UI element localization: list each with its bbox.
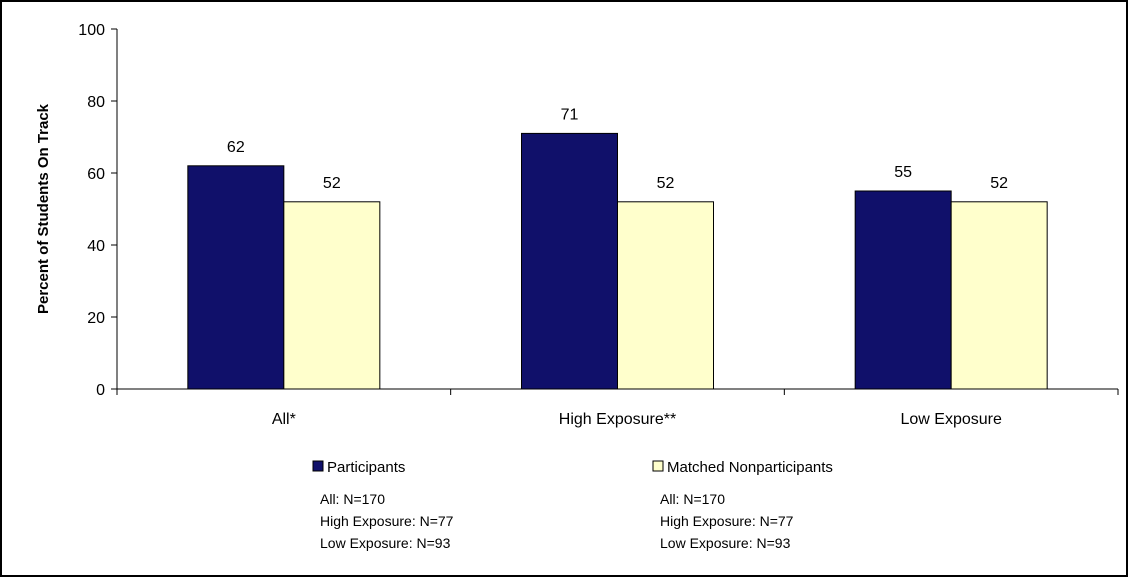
y-tick-label: 40 [87,238,105,255]
legend-note: High Exposure: N=77 [660,513,794,529]
legend-item: Matched Nonparticipants All: N=170 High Ex… [652,459,833,551]
bar-value-label: 52 [657,175,675,192]
y-tick-label: 60 [87,166,105,183]
legend-label: Matched Nonparticipants [667,459,833,476]
bar [521,132,618,390]
bars: 62 52 71 52 55 52 [187,106,1048,390]
y-axis-title: Percent of Students On Track [35,103,52,314]
legend: Participants All: N=170 High Exposure: N=7… [312,459,833,551]
legend-note: High Exposure: N=77 [320,513,454,529]
bar-value-label: 52 [323,175,341,192]
y-tick-label: 100 [78,22,105,39]
x-tick-label: All* [272,411,296,428]
y-tick-label: 80 [87,94,105,111]
bar [187,165,285,390]
legend-note: Low Exposure: N=93 [320,535,451,551]
legend-note: Low Exposure: N=93 [660,535,791,551]
y-axis: 0 20 40 60 80 100 [78,22,118,399]
bar [854,190,952,390]
legend-swatch [652,460,664,472]
bar-value-label: 55 [894,164,912,181]
bar-value-label: 62 [227,139,245,156]
x-tick-label: High Exposure** [559,411,676,428]
bar [617,201,714,390]
legend-item: Participants All: N=170 High Exposure: N=7… [312,459,454,551]
x-tick-label: Low Exposure [900,411,1001,428]
legend-note: All: N=170 [320,491,385,507]
bar-value-label: 71 [561,106,579,123]
legend-note: All: N=170 [660,491,725,507]
y-tick-label: 20 [87,310,105,327]
bar [283,201,381,390]
bar-value-label: 52 [990,175,1008,192]
bar [950,201,1048,390]
legend-label: Participants [327,459,405,476]
legend-swatch [312,460,324,472]
x-axis: All* High Exposure** Low Exposure [116,388,1119,428]
y-tick-label: 0 [96,382,105,399]
